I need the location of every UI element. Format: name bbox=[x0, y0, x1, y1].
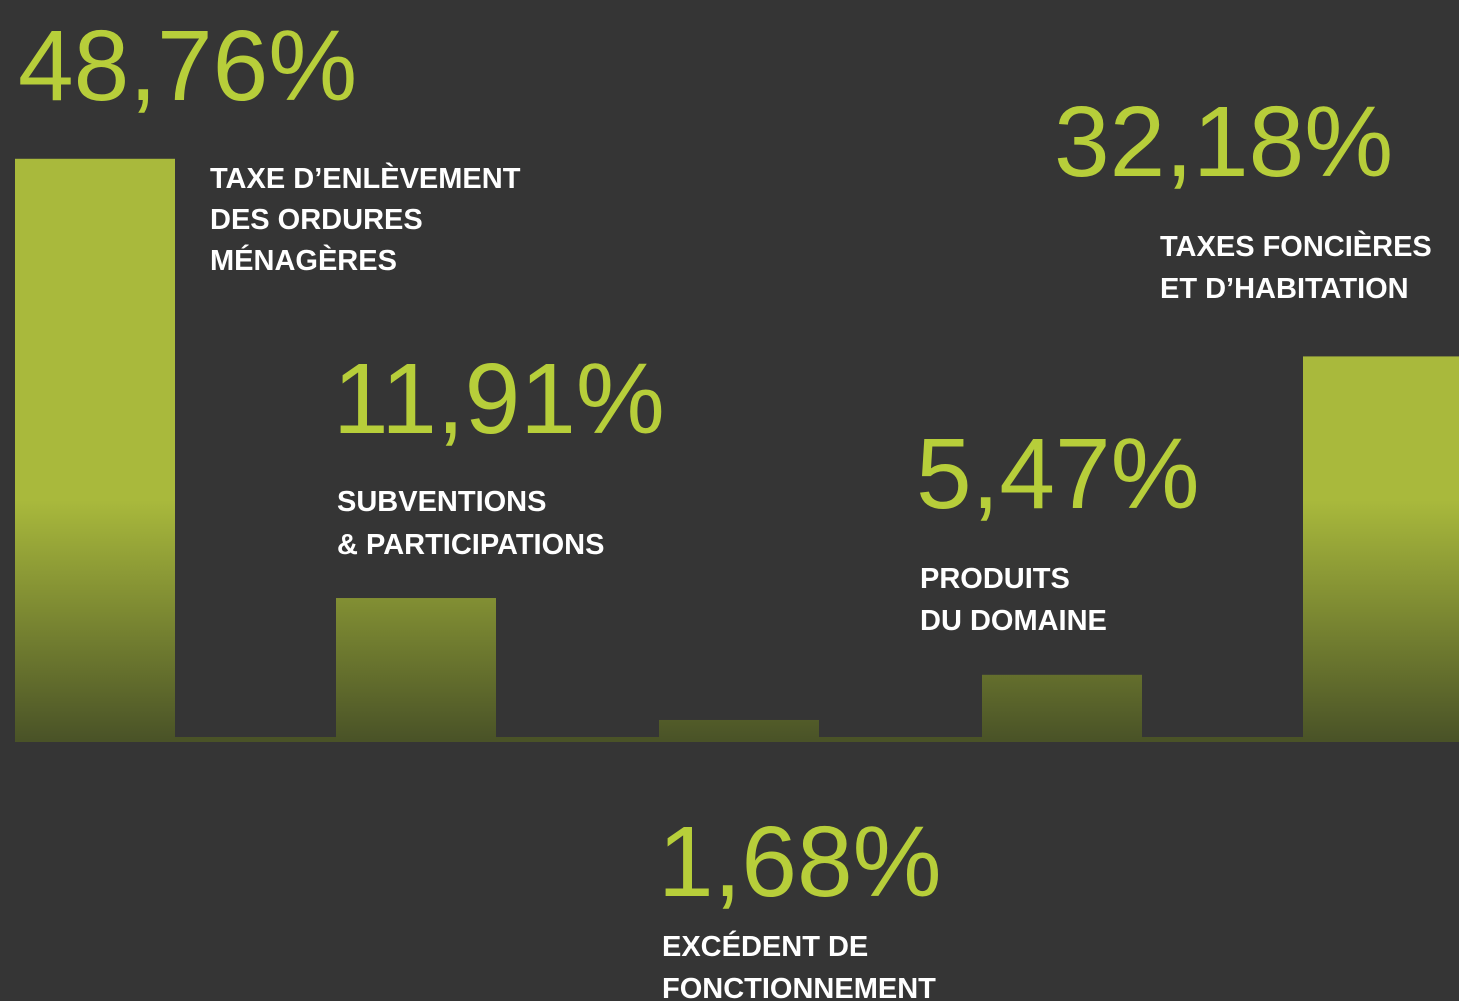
category-label: MÉNAGÈRES bbox=[210, 243, 397, 277]
bar bbox=[982, 674, 1142, 740]
value-label: 32,18% bbox=[1054, 86, 1393, 198]
bar bbox=[336, 598, 496, 740]
category-label: & PARTICIPATIONS bbox=[337, 529, 604, 561]
value-label: 5,47% bbox=[916, 418, 1200, 530]
category-label: PRODUITS bbox=[920, 563, 1070, 595]
category-label: DU DOMAINE bbox=[920, 605, 1107, 637]
bar bbox=[15, 158, 175, 740]
category-label: DES ORDURES bbox=[210, 204, 423, 236]
category-label: TAXES FONCIÈRES bbox=[1160, 229, 1432, 263]
value-label: 11,91% bbox=[333, 343, 665, 455]
category-label: TAXE D’ENLÈVEMENT bbox=[210, 161, 521, 195]
category-label: EXCÉDENT DE bbox=[662, 929, 868, 963]
bar bbox=[659, 719, 819, 740]
bar bbox=[1303, 356, 1459, 740]
value-label: 1,68% bbox=[658, 806, 942, 918]
category-label: SUBVENTIONS bbox=[337, 486, 546, 518]
category-label: FONCTIONNEMENT bbox=[662, 973, 936, 1001]
value-label: 48,76% bbox=[18, 10, 357, 122]
category-label: ET D’HABITATION bbox=[1160, 273, 1409, 305]
